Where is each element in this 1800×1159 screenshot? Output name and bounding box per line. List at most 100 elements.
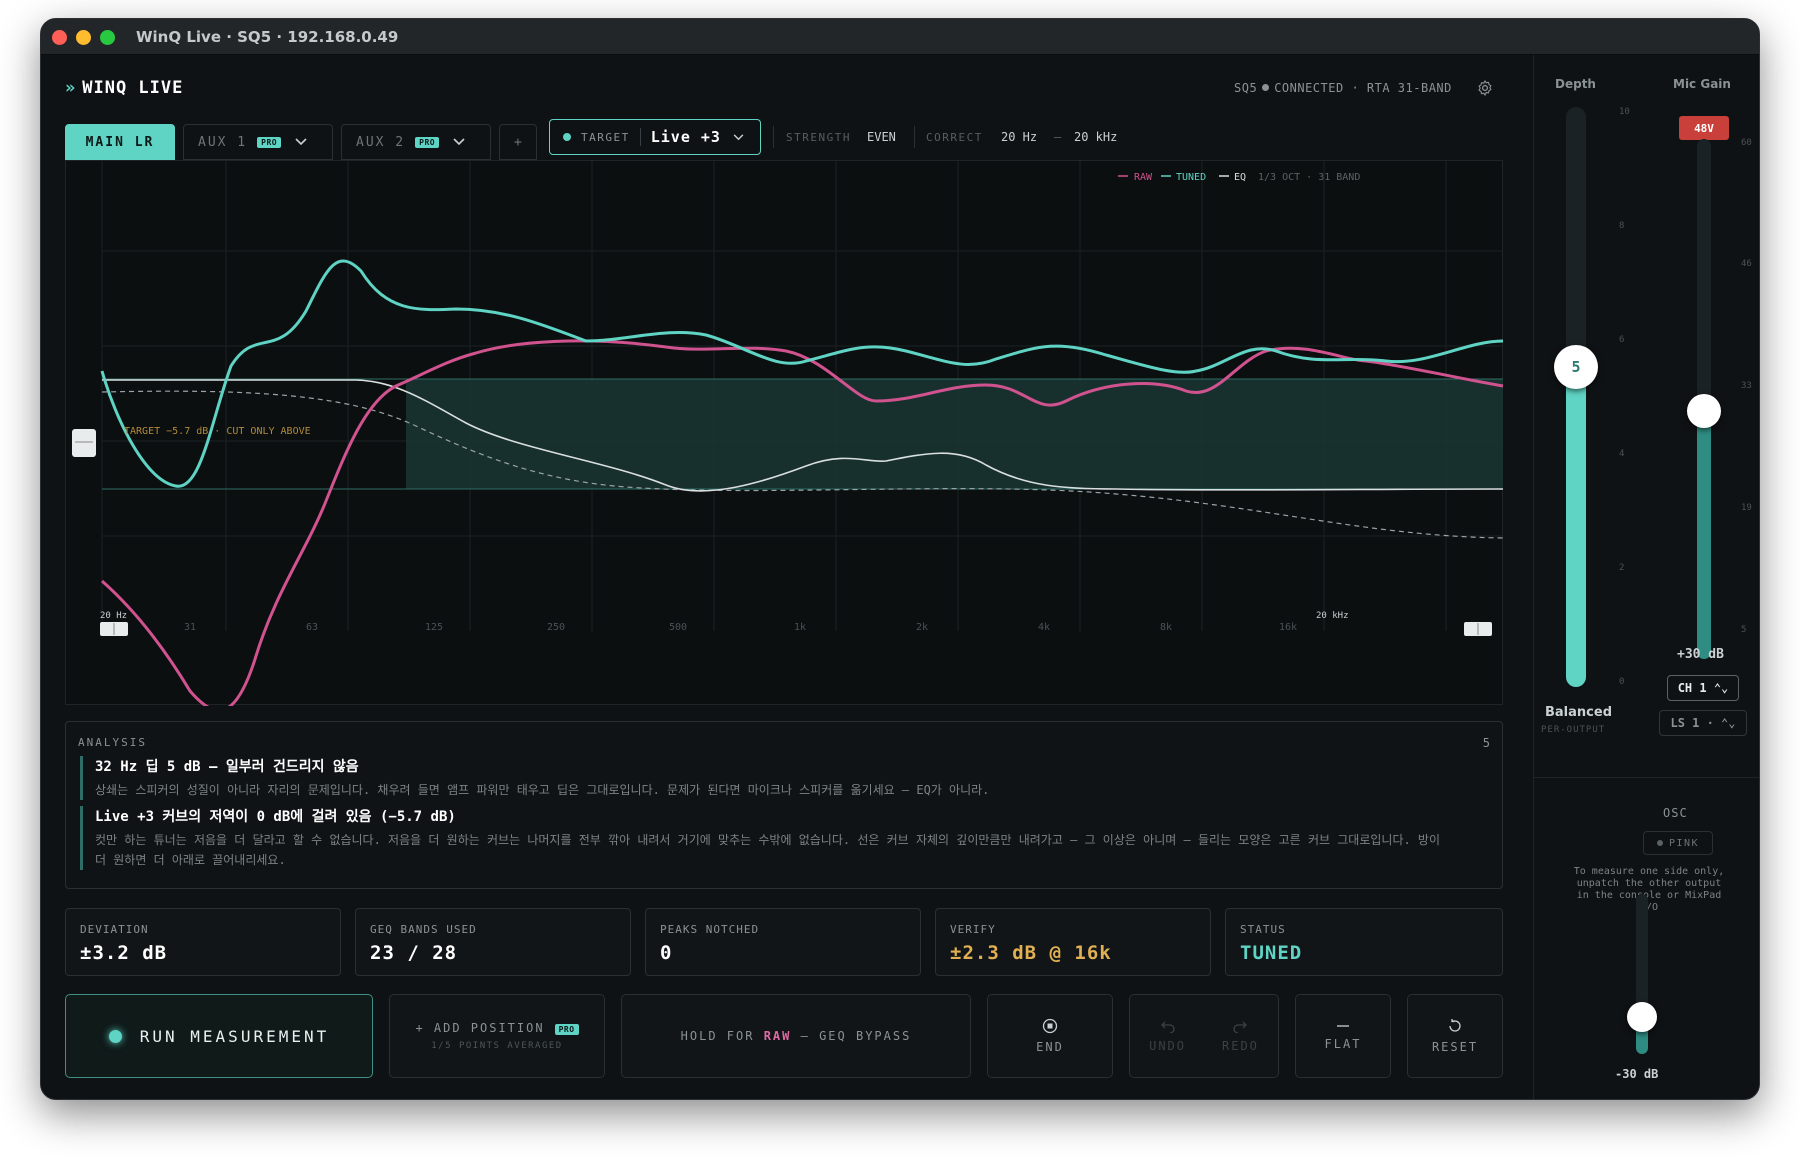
- chevron-down-icon: [295, 138, 307, 146]
- app-window: WinQ Live · SQ5 · 192.168.0.49 » WINQ LIV…: [40, 18, 1760, 1100]
- divider: [773, 126, 774, 148]
- x-tick-label: 8k: [1160, 622, 1172, 633]
- minimize-window-button[interactable]: [76, 30, 91, 45]
- divider: [914, 126, 915, 148]
- target-level-handle[interactable]: [72, 429, 96, 457]
- end-label: END: [1036, 1040, 1064, 1054]
- stat-geq-bands: GEQ BANDS USED 23 / 28: [355, 908, 631, 976]
- eq-response-chart: TARGET −5.7 dB · CUT ONLY ABOVE RAW TUNE…: [65, 160, 1504, 706]
- osc-fader-knob[interactable]: [1627, 1002, 1657, 1032]
- strength-value[interactable]: EVEN: [867, 130, 896, 144]
- stat-status: STATUS TUNED: [1225, 908, 1503, 976]
- flat-label: FLAT: [1324, 1037, 1362, 1051]
- channel-value: CH 1 ⌃⌄: [1677, 681, 1729, 695]
- raw-series-line: [101, 339, 1504, 706]
- tab-main-lr[interactable]: MAIN LR: [65, 124, 175, 160]
- add-tab-button[interactable]: +: [499, 124, 537, 160]
- redo-label: REDO: [1222, 1039, 1259, 1053]
- stat-value: 23 / 28: [370, 942, 458, 964]
- legend-raw: RAW: [1134, 172, 1153, 183]
- depth-fader-fill: [1566, 367, 1586, 687]
- osc-note: To measure one side only, unpatch the ot…: [1573, 866, 1725, 913]
- target-dot-icon: [563, 133, 571, 141]
- stat-label: VERIFY: [950, 923, 996, 936]
- target-label: TARGET: [581, 130, 630, 144]
- x-tick-label: 31: [184, 622, 196, 633]
- add-position-button[interactable]: + ADD POSITION PRO 1/5 POINTS AVERAGED: [389, 994, 605, 1078]
- undo-label: UNDO: [1149, 1039, 1186, 1053]
- target-note: TARGET −5.7 dB · CUT ONLY ABOVE: [124, 426, 311, 437]
- correct-from[interactable]: 20 Hz: [1001, 130, 1038, 144]
- stat-label: DEVIATION: [80, 923, 149, 936]
- x-tick-label: 63: [306, 622, 318, 633]
- add-position-label: + ADD POSITION: [415, 1021, 545, 1035]
- tuned-series-line: [100, 259, 1504, 488]
- phantom-48v-badge[interactable]: 48V: [1679, 116, 1729, 140]
- hold-raw-bypass-button[interactable]: HOLD FOR RAW — GEQ BYPASS: [621, 994, 971, 1078]
- analysis-item-title: 32 Hz 딥 5 dB — 일부러 건드리지 않음: [95, 759, 359, 775]
- analysis-count: 5: [1482, 736, 1490, 750]
- mic-gain-label: Mic Gain: [1673, 77, 1731, 91]
- analysis-item-body: 컷만 하는 튜너는 저음을 더 달라고 할 수 없습니다. 저음을 더 원하는 …: [95, 833, 1441, 867]
- analysis-title: ANALYSIS: [78, 736, 147, 749]
- depth-scale-10: 10: [1619, 107, 1630, 117]
- legend-eq: EQ: [1234, 172, 1246, 183]
- x-tick-label: 125: [425, 622, 443, 633]
- strength-label: STRENGTH: [786, 131, 851, 144]
- tab-aux-2[interactable]: AUX 2 PRO: [341, 124, 491, 160]
- redo-icon: [1233, 1021, 1248, 1033]
- stat-deviation: DEVIATION ±3.2 dB: [65, 908, 341, 976]
- x-tick-label: 250: [547, 622, 565, 633]
- end-button[interactable]: END: [987, 994, 1113, 1078]
- stat-verify: VERIFY ±2.3 dB @ 16k: [935, 908, 1211, 976]
- add-position-row: + ADD POSITION PRO: [415, 1021, 579, 1035]
- target-curve-select[interactable]: TARGET Live +3: [549, 119, 761, 155]
- analysis-item: Live +3 커브의 저역이 0 dB에 걸려 있음 (−5.7 dB) 컷만…: [80, 806, 1455, 870]
- hold-suffix: — GEQ BYPASS: [800, 1029, 912, 1043]
- x-tick-label: 4k: [1038, 622, 1050, 633]
- reset-button[interactable]: RESET: [1407, 994, 1503, 1078]
- device-name: SQ5: [1234, 81, 1258, 95]
- pink-noise-button[interactable]: PINK: [1643, 831, 1713, 855]
- title-bar: WinQ Live · SQ5 · 192.168.0.49: [41, 19, 1759, 55]
- x-tick-label: 500: [669, 622, 687, 633]
- window-title: WinQ Live · SQ5 · 192.168.0.49: [136, 28, 399, 46]
- depth-scale-4: 4: [1619, 449, 1625, 459]
- legend-resolution: 1/3 OCT · 31 BAND: [1258, 172, 1360, 183]
- pink-label: PINK: [1668, 837, 1700, 849]
- brand-name: WINQ LIVE: [82, 78, 184, 98]
- output-value: LS 1 · ⌃⌄: [1670, 716, 1736, 730]
- plus-icon: +: [514, 134, 524, 150]
- depth-fader-knob[interactable]: 5: [1554, 345, 1598, 389]
- hold-prefix: HOLD FOR: [680, 1029, 755, 1043]
- output-select[interactable]: LS 1 · ⌃⌄: [1659, 710, 1747, 736]
- add-position-sub: 1/5 POINTS AVERAGED: [431, 1041, 563, 1051]
- run-measurement-button[interactable]: RUN MEASUREMENT: [65, 994, 373, 1078]
- chart-svg: TARGET −5.7 dB · CUT ONLY ABOVE RAW TUNE…: [72, 161, 1504, 706]
- chevron-down-icon: [733, 133, 744, 140]
- depth-label: Depth: [1555, 77, 1596, 91]
- flat-button[interactable]: FLAT: [1295, 994, 1391, 1078]
- depth-scale-8: 8: [1619, 221, 1625, 231]
- stat-label: PEAKS NOTCHED: [660, 923, 760, 936]
- tab-label: AUX 2: [356, 134, 406, 150]
- gear-icon[interactable]: [1476, 79, 1494, 97]
- chevron-down-icon: [453, 138, 465, 146]
- low-bound-label: 20 Hz: [100, 611, 127, 621]
- tab-aux-1[interactable]: AUX 1 PRO: [183, 124, 333, 160]
- status-dot-icon: [1656, 840, 1663, 846]
- channel-select[interactable]: CH 1 ⌃⌄: [1667, 675, 1739, 701]
- osc-divider: [1533, 777, 1759, 778]
- correct-to[interactable]: 20 kHz: [1074, 130, 1118, 144]
- close-window-button[interactable]: [52, 30, 67, 45]
- divider: [639, 128, 641, 146]
- mic-scale-5: 5: [1741, 625, 1747, 635]
- depth-mode-sub: PER-OUTPUT: [1541, 725, 1606, 735]
- mic-gain-fader-knob[interactable]: [1687, 394, 1721, 428]
- osc-title: OSC: [1663, 806, 1688, 820]
- redo-button[interactable]: REDO: [1222, 1019, 1259, 1053]
- zoom-window-button[interactable]: [100, 30, 115, 45]
- target-band: [406, 379, 1503, 489]
- undo-button[interactable]: UNDO: [1149, 1019, 1186, 1053]
- stat-label: STATUS: [1240, 923, 1286, 936]
